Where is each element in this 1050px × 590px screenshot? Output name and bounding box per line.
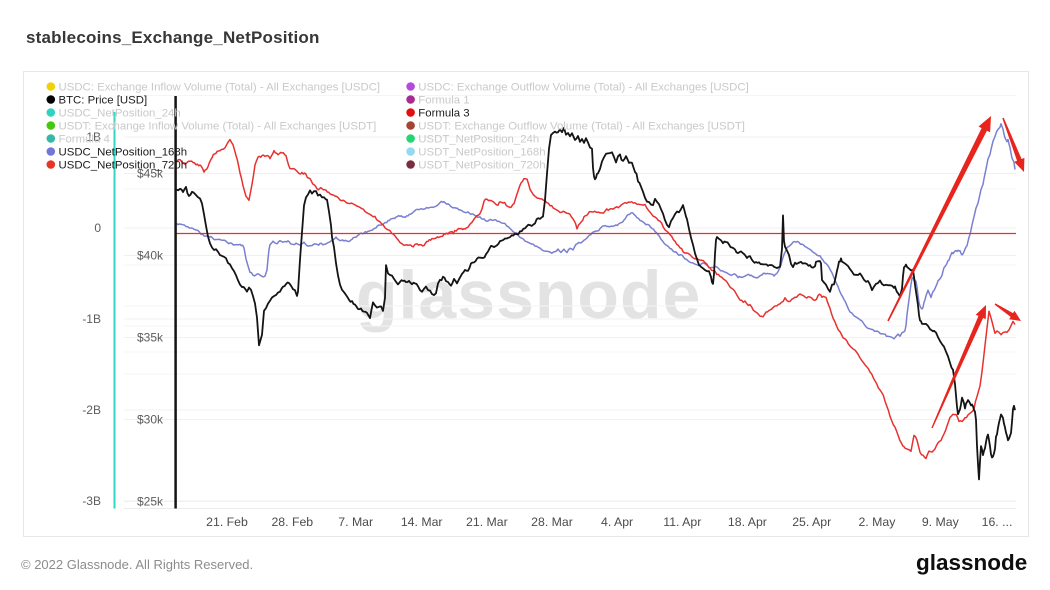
svg-text:$30k: $30k — [137, 413, 164, 427]
svg-text:BTC: Price [USD]: BTC: Price [USD] — [59, 95, 148, 107]
svg-text:14. Mar: 14. Mar — [401, 515, 443, 529]
svg-text:USDT_NetPosition_720h: USDT_NetPosition_720h — [418, 160, 545, 172]
svg-text:$40k: $40k — [137, 249, 164, 263]
svg-text:USDC: Exchange Inflow Volume (: USDC: Exchange Inflow Volume (Total) - A… — [59, 82, 381, 94]
svg-text:-2B: -2B — [82, 403, 101, 417]
svg-text:28. Feb: 28. Feb — [271, 515, 313, 529]
svg-text:USDT: Exchange Outflow Volume: USDT: Exchange Outflow Volume (Total) - … — [418, 121, 745, 133]
svg-text:9. May: 9. May — [922, 515, 960, 529]
svg-text:18. Apr: 18. Apr — [728, 515, 767, 529]
svg-text:glassnode: glassnode — [356, 257, 701, 333]
svg-text:USDC_NetPosition_168h: USDC_NetPosition_168h — [59, 147, 188, 159]
svg-text:0: 0 — [94, 221, 101, 235]
svg-text:7. Mar: 7. Mar — [338, 515, 373, 529]
svg-text:21. Feb: 21. Feb — [206, 515, 248, 529]
svg-text:-3B: -3B — [82, 494, 101, 508]
svg-text:$45k: $45k — [137, 167, 164, 181]
svg-text:28. Mar: 28. Mar — [531, 515, 573, 529]
svg-text:25. Apr: 25. Apr — [792, 515, 831, 529]
svg-text:$35k: $35k — [137, 331, 164, 345]
svg-text:Formula 4: Formula 4 — [59, 134, 110, 146]
svg-text:4. Apr: 4. Apr — [601, 515, 633, 529]
svg-text:11. Apr: 11. Apr — [663, 515, 701, 529]
svg-text:1B: 1B — [86, 130, 101, 144]
svg-text:$25k: $25k — [137, 495, 164, 509]
svg-text:USDT_NetPosition_24h: USDT_NetPosition_24h — [418, 134, 539, 146]
svg-text:Formula 3: Formula 3 — [418, 108, 469, 120]
svg-text:USDC_NetPosition_720h: USDC_NetPosition_720h — [59, 160, 188, 172]
svg-text:USDT_NetPosition_168h: USDT_NetPosition_168h — [418, 147, 545, 159]
svg-text:21. Mar: 21. Mar — [466, 515, 508, 529]
svg-text:16. ...: 16. ... — [982, 515, 1013, 529]
svg-text:-1B: -1B — [82, 312, 101, 326]
svg-text:2. May: 2. May — [858, 515, 896, 529]
svg-text:USDT: Exchange Inflow Volume (: USDT: Exchange Inflow Volume (Total) - A… — [59, 121, 377, 133]
svg-text:USDC: Exchange Outflow Volume: USDC: Exchange Outflow Volume (Total) - … — [418, 82, 748, 94]
svg-text:Formula 1: Formula 1 — [418, 95, 469, 107]
svg-text:USDC_NetPosition_24h: USDC_NetPosition_24h — [59, 108, 181, 120]
